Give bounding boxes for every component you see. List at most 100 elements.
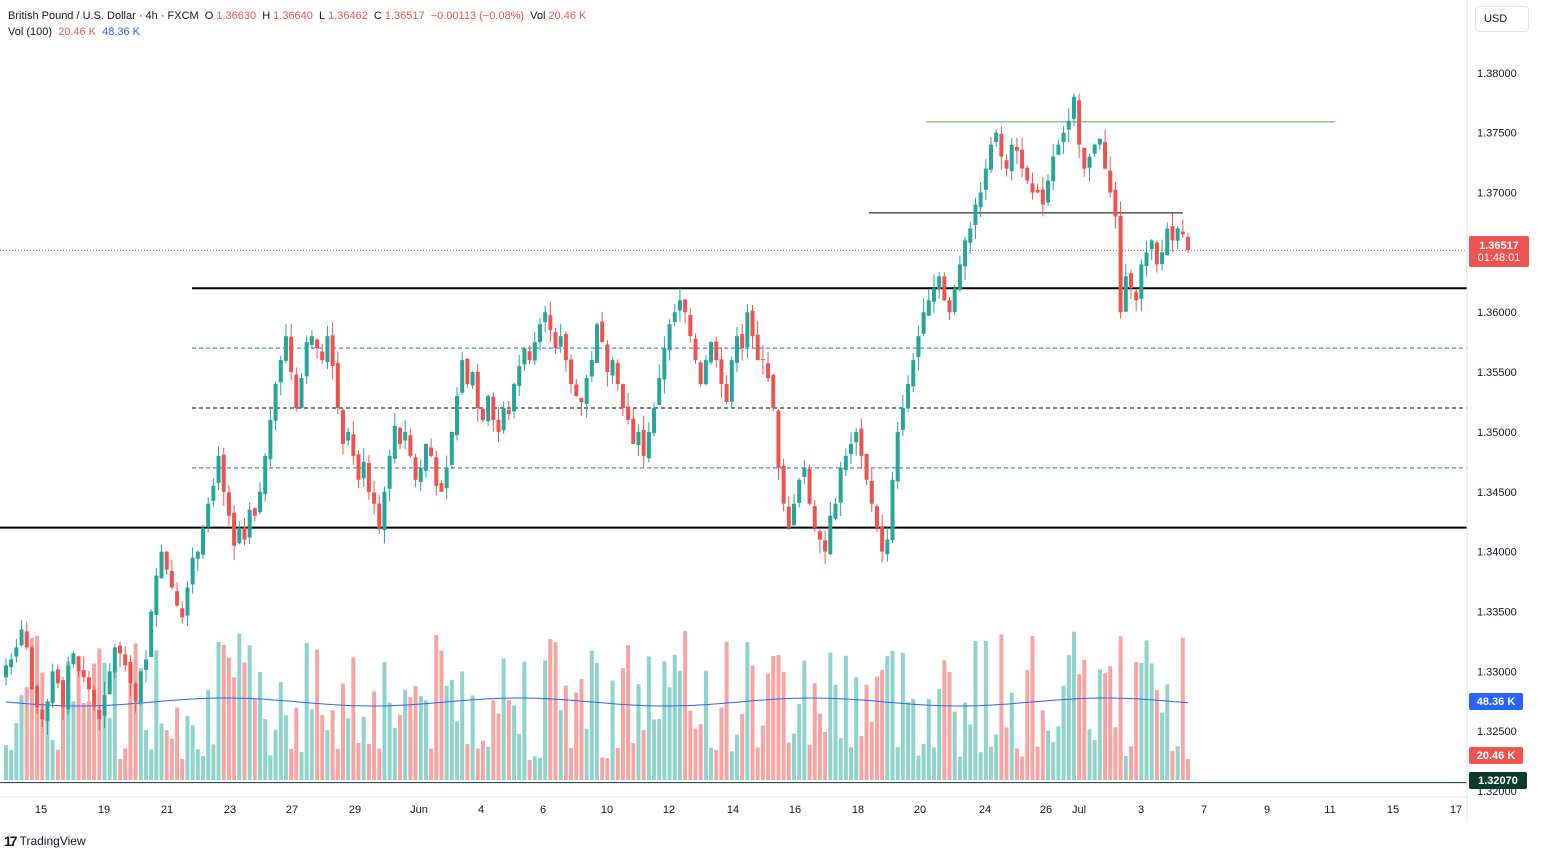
volume-bar: [693, 728, 698, 780]
candle-body: [1180, 231, 1185, 235]
volume-bar: [118, 759, 123, 780]
volume-bar: [81, 703, 86, 780]
vol-ma-label[interactable]: Vol (100): [8, 26, 53, 38]
volume-bar: [797, 704, 802, 780]
volume-bar: [537, 757, 542, 780]
volume-bar: [242, 662, 247, 780]
candle-body: [776, 410, 781, 468]
volume-bar: [558, 710, 563, 780]
candle-body: [1139, 264, 1144, 299]
volume-bar: [667, 687, 672, 780]
volume-bar: [1061, 685, 1066, 780]
currency-button[interactable]: USD: [1475, 6, 1529, 32]
candle-body: [792, 503, 796, 526]
volume-bar: [631, 743, 636, 780]
volume-bar: [589, 650, 594, 780]
volume-bar: [1087, 729, 1092, 780]
volume-bar: [1014, 748, 1019, 780]
candle-body: [517, 366, 522, 387]
candle-body: [1035, 189, 1040, 193]
volume-bar: [175, 707, 180, 780]
volume-bar: [480, 740, 485, 780]
candle-body: [952, 288, 957, 312]
time-tick-label: 19: [98, 804, 110, 816]
candle-body: [807, 468, 812, 504]
volume-bar: [569, 748, 574, 780]
candle-body: [1025, 167, 1030, 181]
volume-bar: [1009, 692, 1014, 780]
candle-body: [1004, 160, 1009, 169]
candle-body: [563, 334, 568, 361]
volume-bar: [304, 642, 309, 780]
volume-bar: [309, 709, 314, 780]
volume-ma-path: [5, 697, 1189, 707]
volume-bar: [496, 713, 501, 780]
volume-bar: [66, 661, 71, 780]
volume-bar: [1004, 727, 1009, 780]
candle-body: [1097, 138, 1102, 145]
time-tick-label: 6: [540, 804, 546, 816]
candle-body: [346, 431, 351, 441]
volume-bar: [247, 645, 252, 780]
time-tick-label: 7: [1201, 804, 1207, 816]
volume-bar: [289, 748, 294, 780]
volume-bar: [180, 758, 185, 780]
volume-bar: [781, 672, 786, 780]
candle-body: [963, 240, 968, 267]
candle-body: [289, 336, 294, 373]
candle-body: [14, 647, 19, 657]
volume-bar: [154, 650, 159, 780]
volume-bar: [159, 723, 164, 780]
candle-body: [849, 443, 854, 454]
volume-bar: [216, 642, 221, 780]
time-tick-label: 15: [35, 804, 47, 816]
candle-body: [278, 360, 283, 383]
volume-bar: [869, 722, 874, 780]
candle-body: [76, 656, 81, 672]
candle-body: [107, 671, 112, 695]
candle-body: [61, 680, 66, 708]
volume-bar: [429, 748, 434, 780]
candle-body: [672, 312, 677, 322]
candle-body: [330, 335, 335, 367]
open-label: O: [204, 10, 214, 22]
candle-body: [71, 653, 76, 665]
candle-body: [413, 457, 418, 480]
candle-body: [206, 503, 211, 527]
volume-bar: [999, 634, 1004, 780]
candle-body: [449, 431, 454, 465]
volume-bar: [911, 698, 916, 780]
tradingview-logo[interactable]: 17 TradingView: [4, 833, 86, 849]
candle-body: [175, 591, 180, 606]
candle-body: [745, 312, 750, 348]
volume-bar: [595, 662, 599, 780]
time-tick-label: 9: [1264, 804, 1270, 816]
candle-body: [947, 300, 952, 313]
close-value: 1.36517: [384, 10, 425, 22]
candle-body: [797, 479, 802, 503]
candle-body: [201, 527, 205, 555]
volume-bar: [1108, 666, 1113, 780]
time-tick-label: 23: [224, 804, 236, 816]
candle-body: [242, 527, 247, 540]
price-tick-label: 1.35000: [1477, 427, 1517, 439]
candle-body: [423, 443, 428, 471]
volume-bar: [361, 716, 366, 780]
symbol-title[interactable]: British Pound / U.S. Dollar · 4h · FXCM: [8, 10, 199, 22]
candle-body: [455, 396, 460, 436]
candle-body: [978, 192, 983, 208]
candle-body: [620, 384, 625, 408]
candle-body: [900, 407, 905, 430]
candle-body: [833, 503, 838, 519]
volume-bar: [859, 735, 864, 780]
low-value: 1.36462: [328, 10, 368, 22]
time-tick-label: 29: [349, 804, 361, 816]
candle-body: [439, 483, 444, 492]
volume-bar: [1056, 726, 1061, 780]
volume-bar: [776, 654, 781, 780]
volume-bar: [760, 725, 765, 780]
candle-body: [714, 341, 719, 361]
candle-body: [180, 608, 185, 618]
volume-bar: [698, 724, 703, 780]
